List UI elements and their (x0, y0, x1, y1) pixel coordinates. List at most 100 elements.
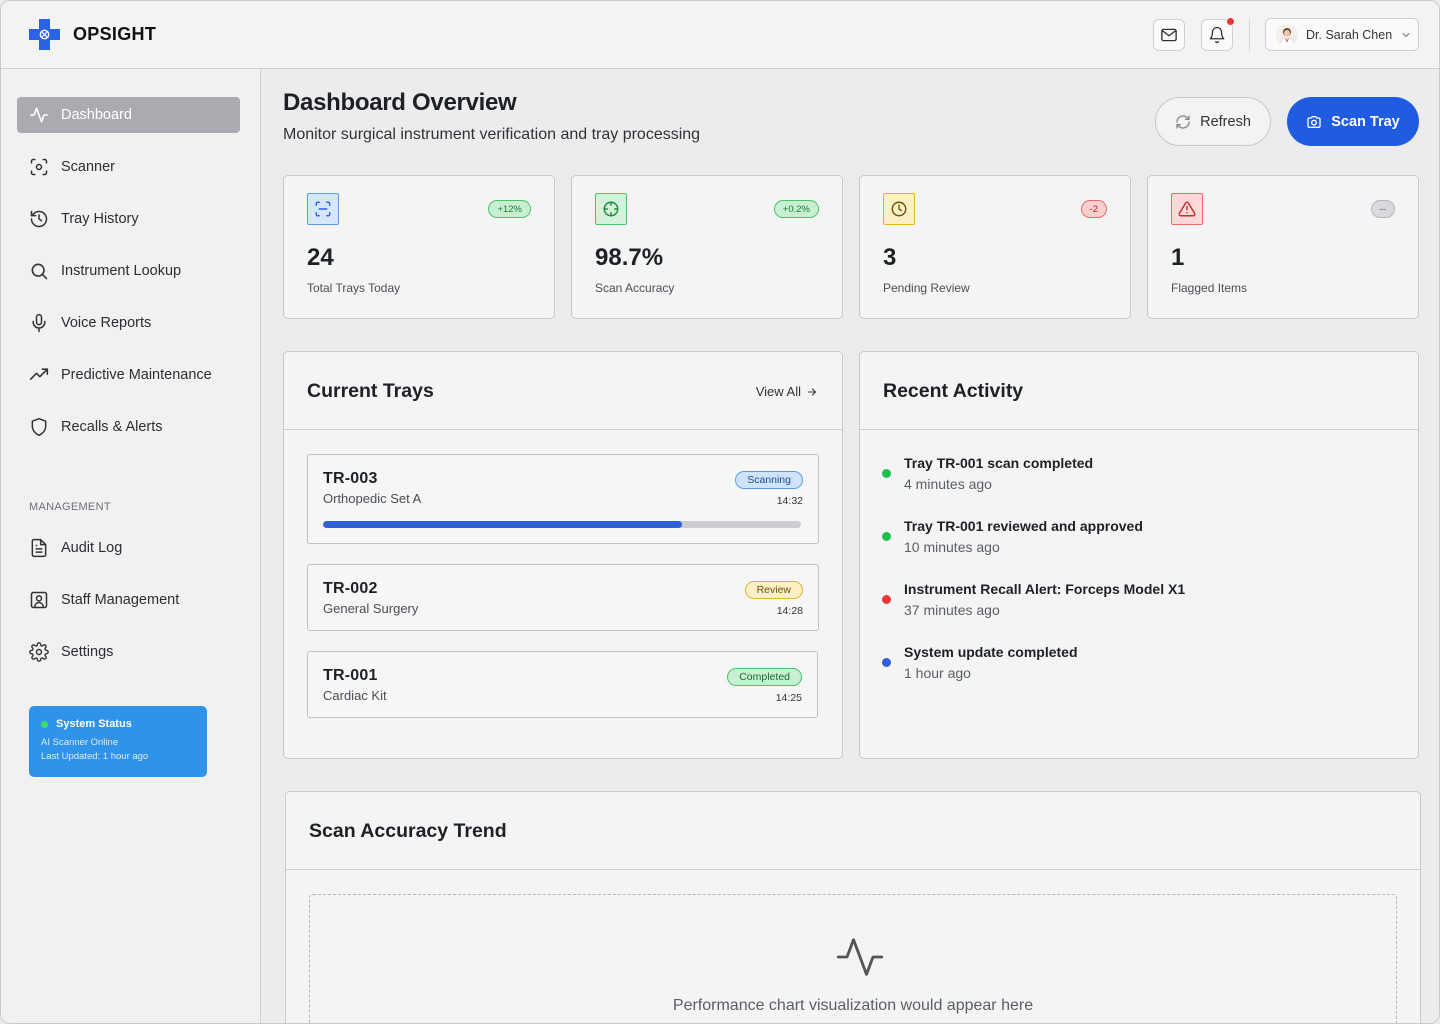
activity-icon (29, 105, 49, 125)
sidebar-item-label: Predictive Maintenance (61, 367, 212, 383)
page-subtitle: Monitor surgical instrument verification… (283, 126, 701, 143)
sidebar-item-dashboard[interactable]: Dashboard (17, 97, 240, 133)
chart-placeholder-text: Performance chart visualization would ap… (672, 997, 1034, 1014)
tray-time: 14:28 (776, 605, 803, 617)
user-menu[interactable]: Dr. Sarah Chen (1265, 18, 1419, 51)
activity-time: 37 minutes ago (904, 602, 1000, 618)
header-divider (1249, 19, 1250, 51)
sidebar-item-label: Instrument Lookup (61, 263, 182, 279)
refresh-icon (1176, 114, 1190, 129)
stat-value: 3 (883, 244, 897, 271)
mail-icon (1161, 28, 1177, 42)
recent-activity-header: Recent Activity (860, 352, 1418, 430)
tray-card-tr-001[interactable]: TR-001 Cardiac Kit Completed 14:25 (307, 651, 818, 718)
tray-name: General Surgery (323, 601, 419, 616)
chart-placeholder: Performance chart visualization would ap… (309, 894, 1397, 1023)
management-section-label: MANAGEMENT (29, 501, 111, 513)
stat-label: Flagged Items (1171, 281, 1248, 295)
trending-up-icon (29, 365, 49, 385)
arrow-right-icon (807, 387, 817, 396)
view-all-link[interactable]: View All (756, 384, 818, 399)
sidebar-item-staff-management[interactable]: Staff Management (17, 582, 240, 618)
sidebar-item-audit-log[interactable]: Audit Log (17, 530, 240, 566)
recent-activity-title: Recent Activity (883, 380, 1024, 402)
scan-icon (307, 193, 339, 225)
sidebar-item-label: Voice Reports (61, 315, 152, 331)
view-all-label: View All (755, 384, 801, 399)
stat-card-pending-review: -2 3 Pending Review (859, 175, 1131, 319)
stat-value: 1 (1171, 244, 1185, 271)
tray-time: 14:32 (776, 495, 803, 507)
status-badge: Scanning (735, 471, 803, 489)
sidebar-item-settings[interactable]: Settings (17, 634, 240, 670)
app-name: OPSIGHT (73, 24, 157, 44)
sidebar-item-recalls-alerts[interactable]: Recalls & Alerts (17, 409, 240, 445)
status-updated-line: Last Updated: 1 hour ago (41, 750, 149, 762)
sidebar-item-scanner[interactable]: Scanner (17, 149, 240, 185)
status-badge: Review (744, 581, 803, 599)
tray-card-tr-002[interactable]: TR-002 General Surgery Review 14:28 (307, 564, 819, 631)
recent-activity-panel: Recent Activity Tray TR-001 scan complet… (859, 351, 1419, 759)
activity-title: System update completed (904, 644, 1078, 660)
tray-time: 14:25 (775, 692, 802, 704)
notifications-button[interactable] (1201, 17, 1235, 51)
stat-change-badge: +0.2% (773, 200, 819, 218)
scan-tray-button[interactable]: Scan Tray (1287, 97, 1419, 146)
activity-dot (882, 532, 891, 541)
stat-label: Pending Review (883, 281, 970, 295)
status-title: System Status (56, 718, 132, 730)
activity-dot (882, 595, 891, 604)
user-square-icon (29, 590, 49, 610)
clock-icon (883, 193, 915, 225)
activity-title: Tray TR-001 reviewed and approved (904, 518, 1143, 534)
sidebar-item-label: Recalls & Alerts (61, 419, 163, 435)
file-text-icon (29, 538, 49, 558)
tray-name: Orthopedic Set A (323, 491, 422, 506)
page-title: Dashboard Overview (283, 89, 517, 116)
user-name: Dr. Sarah Chen (1306, 27, 1393, 42)
stat-value: 24 (307, 244, 334, 271)
logo[interactable]: OPSIGHT (28, 18, 156, 51)
sidebar-item-label: Staff Management (61, 592, 180, 608)
activity-time: 1 hour ago (904, 665, 971, 681)
activity-dot (882, 469, 891, 478)
activity-time: 10 minutes ago (904, 539, 1000, 555)
tray-card-tr-003[interactable]: TR-003 Orthopedic Set A Scanning 14:32 (307, 454, 819, 544)
gear-icon (29, 642, 49, 662)
accuracy-trend-header: Scan Accuracy Trend (286, 792, 1420, 870)
status-badge: Completed (727, 668, 802, 686)
top-header: OPSIGHT Dr. Sarah Chen (1, 1, 1439, 69)
sidebar-item-voice-reports[interactable]: Voice Reports (17, 305, 240, 341)
status-online-dot (41, 720, 48, 728)
stat-label: Total Trays Today (307, 281, 401, 295)
stat-change-badge: +12% (488, 200, 531, 218)
activity-title: Instrument Recall Alert: Forceps Model X… (904, 581, 1186, 597)
scan-tray-label: Scan Tray (1331, 113, 1400, 130)
search-icon (29, 261, 49, 281)
sidebar-item-instrument-lookup[interactable]: Instrument Lookup (17, 253, 240, 289)
scan-icon (29, 157, 49, 177)
stat-label: Scan Accuracy (595, 281, 675, 295)
sidebar-item-label: Tray History (61, 211, 139, 227)
mail-button[interactable] (1153, 19, 1185, 51)
sidebar-item-label: Scanner (61, 159, 116, 175)
logo-cross-icon (28, 18, 61, 51)
bell-icon (1209, 26, 1225, 44)
stat-card-scan-accuracy: +0.2% 98.7% Scan Accuracy (571, 175, 843, 319)
stat-card-flagged-items: -- 1 Flagged Items (1147, 175, 1419, 319)
refresh-label: Refresh (1200, 113, 1251, 130)
sidebar: Dashboard Scanner Tray History Instrumen… (1, 69, 261, 1023)
stat-card-total-trays: +12% 24 Total Trays Today (283, 175, 555, 319)
sidebar-item-label: Audit Log (61, 540, 123, 556)
refresh-button[interactable]: Refresh (1155, 97, 1271, 146)
current-trays-title: Current Trays (307, 380, 434, 402)
sidebar-item-predictive-maintenance[interactable]: Predictive Maintenance (17, 357, 240, 393)
shield-icon (29, 417, 49, 437)
tray-id: TR-002 (323, 580, 378, 597)
tray-id: TR-001 (323, 667, 378, 684)
avatar (1276, 23, 1298, 46)
sidebar-item-tray-history[interactable]: Tray History (17, 201, 240, 237)
current-trays-panel: Current Trays View All TR-003 Orthopedic… (283, 351, 843, 759)
stat-change-badge: -2 (1080, 200, 1107, 218)
